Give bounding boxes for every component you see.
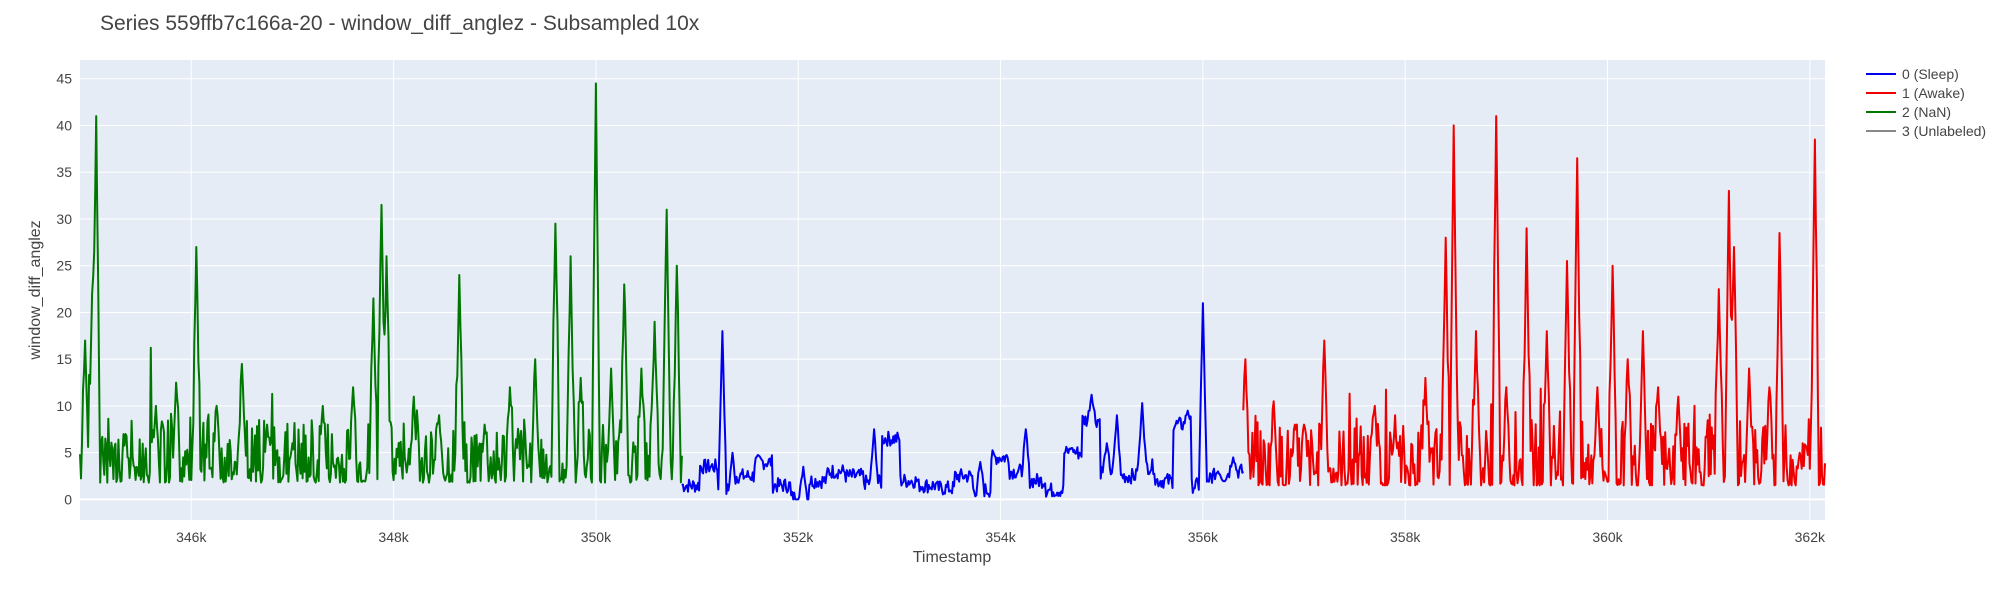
legend-label: 0 (Sleep) bbox=[1902, 66, 1959, 82]
y-tick-label: 40 bbox=[56, 117, 72, 133]
legend-item-0[interactable]: 0 (Sleep) bbox=[1866, 66, 1959, 82]
legend-label: 2 (NaN) bbox=[1902, 104, 1951, 120]
legend-label: 3 (Unlabeled) bbox=[1902, 123, 1986, 139]
y-tick-label: 5 bbox=[64, 445, 72, 461]
y-tick-label: 25 bbox=[56, 258, 72, 274]
x-axis-title: Timestamp bbox=[913, 549, 992, 566]
legend[interactable]: 0 (Sleep) 1 (Awake) 2 (NaN) 3 (Unlabeled) bbox=[1866, 66, 1986, 139]
y-tick-label: 15 bbox=[56, 351, 72, 367]
y-tick-label: 35 bbox=[56, 164, 72, 180]
y-tick-label: 0 bbox=[64, 491, 72, 507]
y-tick-label: 30 bbox=[56, 211, 72, 227]
x-tick-label: 350k bbox=[581, 529, 612, 545]
legend-item-3[interactable]: 3 (Unlabeled) bbox=[1866, 123, 1986, 139]
series-line-2 bbox=[79, 82, 683, 484]
series-line-1 bbox=[1242, 115, 1826, 487]
x-tick-label: 358k bbox=[1390, 529, 1421, 545]
x-tick-label: 352k bbox=[783, 529, 814, 545]
y-axis-ticks: 0 5 10 15 20 25 30 35 40 45 bbox=[56, 71, 72, 508]
x-tick-label: 348k bbox=[378, 529, 409, 545]
x-tick-label: 360k bbox=[1592, 529, 1623, 545]
x-tick-label: 356k bbox=[1188, 529, 1219, 545]
y-tick-label: 20 bbox=[56, 304, 72, 320]
x-axis-ticks: 346k 348k 350k 352k 354k 356k 358k 360k 362k bbox=[176, 529, 1826, 545]
x-tick-label: 346k bbox=[176, 529, 207, 545]
y-tick-label: 10 bbox=[56, 398, 72, 414]
y-tick-label: 45 bbox=[56, 71, 72, 87]
x-tick-label: 354k bbox=[985, 529, 1016, 545]
legend-item-1[interactable]: 1 (Awake) bbox=[1866, 85, 1965, 101]
chart-title: Series 559ffb7c166a-20 - window_diff_ang… bbox=[100, 12, 700, 35]
x-tick-label: 362k bbox=[1795, 529, 1826, 545]
y-axis-title: window_diff_anglez bbox=[27, 220, 44, 360]
series-lines bbox=[79, 82, 1826, 501]
legend-item-2[interactable]: 2 (NaN) bbox=[1866, 104, 1951, 120]
series-line-0 bbox=[681, 302, 1245, 501]
legend-label: 1 (Awake) bbox=[1902, 85, 1965, 101]
